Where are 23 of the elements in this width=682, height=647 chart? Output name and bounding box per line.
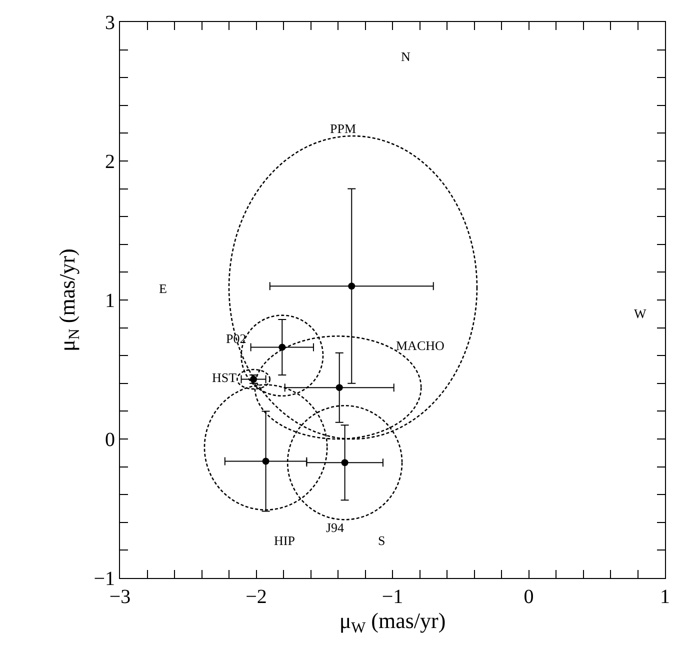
x-tick-label: 0 xyxy=(524,586,534,608)
point xyxy=(262,458,270,465)
y-tick-label: 2 xyxy=(105,151,115,173)
point xyxy=(336,384,343,392)
annotation: S xyxy=(378,533,386,548)
annotation: MACHO xyxy=(396,338,444,353)
annotation: E xyxy=(159,281,167,296)
y-tick-label: 1 xyxy=(105,290,115,312)
point xyxy=(348,282,356,290)
annotation: J94 xyxy=(326,520,345,535)
annotation: P02 xyxy=(226,331,246,346)
annotation: HIP xyxy=(274,533,295,548)
x-tick-label: −1 xyxy=(382,586,404,608)
annotation: N xyxy=(401,49,411,64)
y-tick-label: 3 xyxy=(105,12,115,34)
point xyxy=(278,344,286,351)
annotation: W xyxy=(634,306,647,321)
x-axis-title: μ$_{W}$ (mas/yr) xyxy=(339,608,446,637)
annotation: PPM xyxy=(330,121,356,136)
x-tick-label: −2 xyxy=(246,586,267,608)
annotation: HST xyxy=(212,370,237,385)
x-tick-label: 1 xyxy=(660,586,670,608)
y-tick-label: 0 xyxy=(105,429,115,451)
